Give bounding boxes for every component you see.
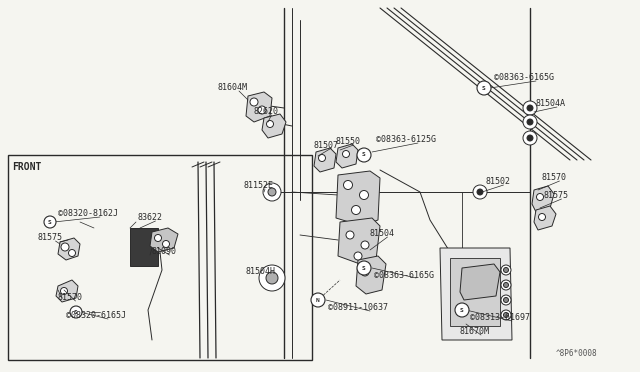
Polygon shape [338, 218, 380, 264]
Text: ©08313-61697: ©08313-61697 [470, 314, 530, 323]
Circle shape [360, 190, 369, 199]
Text: 81670M: 81670M [460, 327, 490, 337]
Text: ©08911-10637: ©08911-10637 [328, 304, 388, 312]
Text: 81550: 81550 [336, 138, 361, 147]
Text: ^8P6*0008: ^8P6*0008 [556, 349, 598, 358]
Circle shape [527, 135, 533, 141]
Circle shape [501, 310, 511, 320]
Circle shape [344, 180, 353, 189]
Text: N: N [316, 298, 320, 302]
Text: S: S [362, 153, 366, 157]
Circle shape [361, 268, 369, 276]
Circle shape [250, 98, 258, 106]
Circle shape [44, 216, 56, 228]
Circle shape [361, 241, 369, 249]
Text: ©08363-6165G: ©08363-6165G [374, 270, 434, 279]
Text: S: S [48, 219, 52, 224]
Circle shape [266, 121, 273, 128]
Text: ©08320-6165J: ©08320-6165J [66, 311, 126, 321]
Circle shape [455, 303, 469, 317]
Circle shape [342, 151, 349, 157]
Polygon shape [314, 148, 336, 172]
Circle shape [473, 185, 487, 199]
Text: 81604M: 81604M [218, 83, 248, 93]
Text: 81090: 81090 [152, 247, 177, 257]
Circle shape [259, 265, 285, 291]
Circle shape [258, 106, 266, 114]
Text: ©08363-6165G: ©08363-6165G [494, 74, 554, 83]
Text: 82620: 82620 [254, 108, 279, 116]
Text: 81570: 81570 [542, 173, 567, 183]
Circle shape [477, 81, 491, 95]
Circle shape [351, 205, 360, 215]
Text: 81504A: 81504A [536, 99, 566, 109]
Circle shape [527, 105, 533, 111]
Text: 81507: 81507 [314, 141, 339, 150]
Polygon shape [56, 280, 78, 302]
Circle shape [527, 119, 533, 125]
Text: 81570: 81570 [58, 294, 83, 302]
Circle shape [523, 101, 537, 115]
Circle shape [523, 131, 537, 145]
Circle shape [536, 193, 543, 201]
Circle shape [523, 115, 537, 129]
Circle shape [501, 295, 511, 305]
Polygon shape [534, 206, 556, 230]
Circle shape [61, 243, 69, 251]
Polygon shape [336, 144, 358, 168]
Text: ©08320-8162J: ©08320-8162J [58, 209, 118, 218]
Circle shape [163, 241, 170, 247]
Polygon shape [262, 114, 286, 138]
Circle shape [504, 267, 509, 273]
Text: FRONT: FRONT [12, 162, 42, 172]
Circle shape [70, 306, 82, 318]
Polygon shape [440, 248, 512, 340]
Text: S: S [362, 266, 366, 270]
Polygon shape [356, 256, 386, 294]
Text: 81502: 81502 [486, 177, 511, 186]
Text: 81504H: 81504H [246, 267, 276, 276]
Circle shape [354, 252, 362, 260]
Polygon shape [150, 228, 178, 252]
Circle shape [357, 261, 371, 275]
Text: 83622: 83622 [138, 214, 163, 222]
Text: ©08363-6125G: ©08363-6125G [376, 135, 436, 144]
Bar [130, 228, 158, 266]
Text: S: S [482, 86, 486, 90]
Circle shape [266, 272, 278, 284]
Circle shape [501, 265, 511, 275]
Circle shape [154, 234, 161, 241]
Circle shape [538, 214, 545, 221]
Polygon shape [246, 92, 272, 122]
Circle shape [504, 312, 509, 317]
Circle shape [477, 189, 483, 195]
Circle shape [504, 298, 509, 302]
Circle shape [263, 183, 281, 201]
Text: 81575: 81575 [38, 234, 63, 243]
Circle shape [504, 282, 509, 288]
Polygon shape [336, 171, 380, 226]
Polygon shape [58, 238, 80, 260]
Bar [450, 258, 500, 326]
Text: 81504: 81504 [370, 230, 395, 238]
Circle shape [319, 154, 326, 161]
Text: S: S [74, 310, 78, 314]
Circle shape [501, 280, 511, 290]
Polygon shape [532, 186, 554, 212]
Bar [8, 155, 312, 360]
Text: 81152E: 81152E [244, 182, 274, 190]
Polygon shape [460, 264, 500, 300]
Circle shape [268, 188, 276, 196]
Circle shape [346, 231, 354, 239]
Circle shape [68, 250, 76, 257]
Circle shape [311, 293, 325, 307]
Text: 81575: 81575 [544, 192, 569, 201]
Text: S: S [460, 308, 464, 312]
Circle shape [357, 148, 371, 162]
Circle shape [61, 288, 67, 295]
